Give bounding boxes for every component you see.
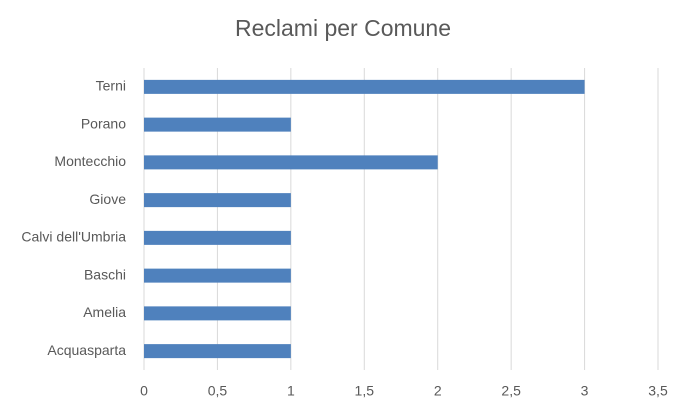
- bar: [144, 230, 291, 245]
- x-tick-label: 0,5: [208, 383, 228, 399]
- bar: [144, 344, 291, 359]
- x-tick-label: 2,5: [501, 383, 521, 399]
- y-tick-label: Terni: [96, 78, 126, 94]
- bar: [144, 268, 291, 283]
- y-tick-label: Giove: [89, 191, 126, 207]
- bar: [144, 117, 291, 132]
- bar: [144, 79, 585, 94]
- y-tick-label: Amelia: [83, 304, 126, 320]
- bar: [144, 193, 291, 208]
- x-tick-label: 0: [140, 383, 148, 399]
- y-tick-label: Calvi dell'Umbria: [21, 229, 126, 245]
- y-tick-label: Porano: [81, 115, 126, 131]
- bar: [144, 155, 438, 170]
- x-tick-label: 1,5: [355, 383, 375, 399]
- y-tick-label: Baschi: [84, 266, 126, 282]
- y-tick-label: Acquasparta: [47, 342, 126, 358]
- x-tick-label: 3: [581, 383, 589, 399]
- x-tick-label: 1: [287, 383, 295, 399]
- x-tick-label: 2: [434, 383, 442, 399]
- bar: [144, 306, 291, 321]
- x-tick-label: 3,5: [648, 383, 668, 399]
- chart-title: Reclami per Comune: [235, 15, 451, 41]
- y-tick-label: Montecchio: [54, 153, 126, 169]
